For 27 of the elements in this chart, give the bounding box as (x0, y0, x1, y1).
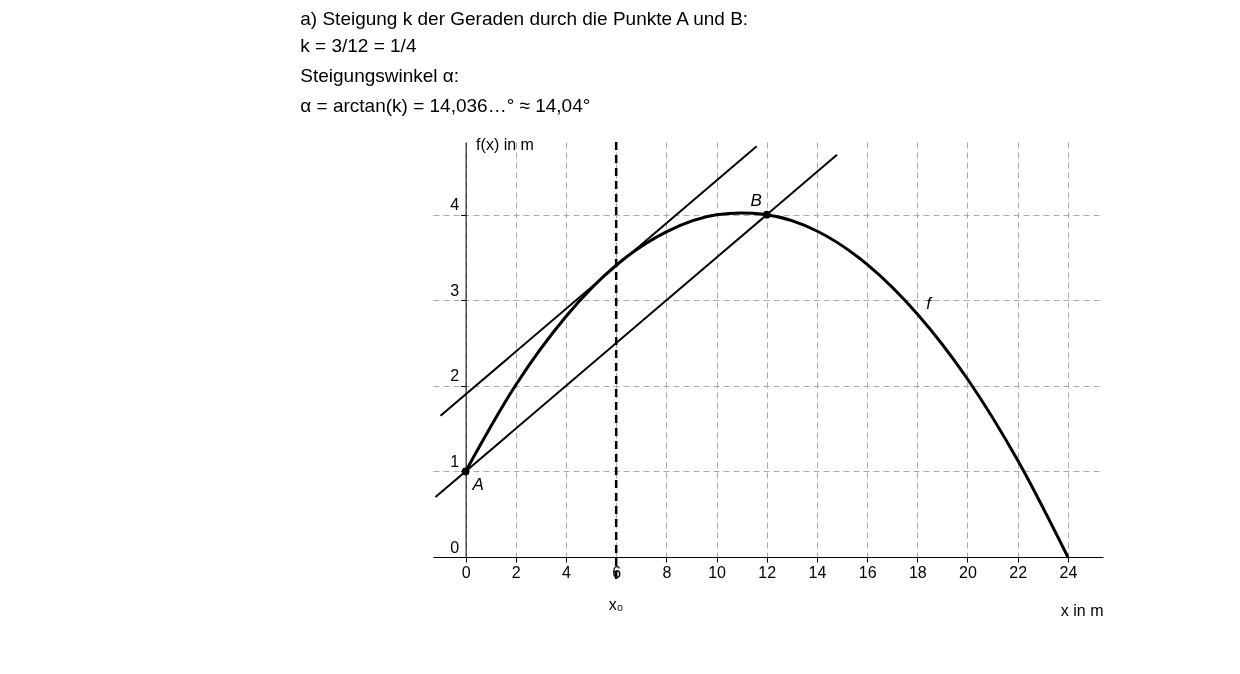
x-tick-label: 2 (511, 563, 521, 581)
x-tick-label: 0 (461, 563, 471, 581)
y-tick-label: 2 (450, 367, 460, 385)
x-tick-label: 24 (1059, 563, 1078, 581)
x-tick-label: 12 (758, 563, 777, 581)
x-tick-label: 18 (908, 563, 927, 581)
text: k = 3/12 = 1/4 (300, 35, 417, 56)
annotation: f (926, 293, 934, 313)
annotation: A (471, 475, 484, 495)
x-tick-label: 4 (562, 563, 572, 581)
x-tick-label: 8 (662, 563, 672, 581)
chart-title: a) Steigung k der Geraden durch die Punkte A und B: (300, 8, 749, 29)
x-tick-label: 20 (959, 563, 977, 581)
y-axis-title: f(x) in m (476, 135, 534, 153)
x-tick-label: 16 (858, 563, 877, 581)
x-tick-label: 22 (1009, 563, 1028, 581)
text: Steigungswinkel α: (300, 65, 460, 86)
ref-line-label: x₀ (608, 596, 624, 613)
x-axis-title: x in m (1060, 601, 1104, 619)
y-tick-label: 3 (450, 281, 460, 299)
y-tick-label: 4 (450, 196, 460, 214)
x-tick-label: 14 (808, 563, 827, 581)
text: α = arctan(k) = 14,036…° ≈ 14,04° (300, 95, 591, 116)
annotation: B (750, 190, 762, 210)
y-tick-label: 1 (450, 452, 460, 470)
x-tick-label: 10 (708, 563, 727, 581)
y-tick-label: 0 (450, 538, 460, 556)
